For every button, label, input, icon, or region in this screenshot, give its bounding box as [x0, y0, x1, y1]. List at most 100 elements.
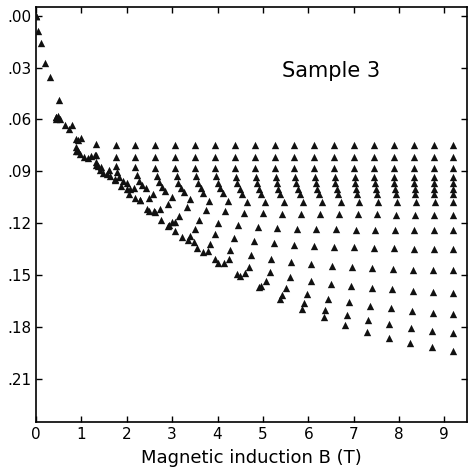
Point: [450, 289, 457, 296]
Point: [330, 154, 338, 161]
Point: [100, 169, 107, 176]
Point: [431, 199, 438, 206]
Point: [273, 180, 280, 187]
Point: [287, 258, 295, 266]
Point: [312, 180, 319, 187]
Point: [150, 207, 158, 214]
Point: [408, 307, 416, 315]
Point: [112, 153, 119, 161]
Point: [291, 164, 298, 172]
Point: [178, 234, 186, 241]
Point: [152, 142, 159, 149]
Point: [157, 217, 165, 224]
Point: [262, 278, 269, 285]
Point: [105, 167, 112, 174]
Point: [92, 161, 100, 168]
X-axis label: Magnetic induction B (T): Magnetic induction B (T): [141, 449, 362, 467]
Point: [374, 211, 381, 219]
Point: [133, 171, 141, 178]
Point: [191, 225, 199, 233]
Point: [236, 272, 243, 279]
Point: [166, 221, 173, 229]
Point: [145, 194, 152, 202]
Point: [374, 199, 382, 206]
Point: [450, 245, 457, 253]
Point: [233, 180, 241, 187]
Point: [172, 164, 179, 172]
Point: [251, 237, 258, 245]
Point: [410, 173, 418, 180]
Point: [310, 142, 318, 149]
Point: [205, 197, 213, 204]
Point: [283, 284, 290, 292]
Point: [389, 265, 396, 273]
Point: [152, 154, 159, 161]
Point: [310, 242, 318, 250]
Point: [72, 147, 80, 155]
Point: [132, 164, 139, 171]
Point: [137, 196, 144, 204]
Point: [390, 245, 398, 252]
Point: [153, 172, 161, 180]
Point: [430, 211, 438, 219]
Point: [152, 164, 159, 172]
Point: [303, 290, 311, 298]
Point: [243, 198, 250, 206]
Point: [193, 245, 201, 252]
Point: [450, 180, 457, 187]
Point: [76, 150, 84, 158]
Point: [412, 199, 419, 206]
Point: [327, 280, 335, 287]
Point: [347, 282, 355, 290]
Point: [313, 185, 321, 192]
Point: [253, 180, 261, 187]
Point: [350, 154, 358, 161]
Point: [257, 283, 265, 290]
Point: [411, 185, 419, 192]
Point: [450, 329, 457, 337]
Point: [430, 154, 438, 161]
Point: [107, 172, 114, 180]
Point: [428, 344, 436, 351]
Point: [211, 164, 219, 172]
Point: [37, 39, 45, 47]
Point: [251, 154, 258, 161]
Point: [450, 310, 457, 318]
Point: [233, 270, 241, 278]
Point: [240, 209, 247, 216]
Point: [271, 142, 278, 149]
Point: [388, 286, 396, 293]
Point: [354, 190, 361, 198]
Point: [161, 187, 169, 194]
Point: [41, 59, 49, 67]
Point: [221, 208, 228, 215]
Point: [410, 164, 418, 172]
Point: [343, 311, 350, 319]
Point: [368, 284, 375, 292]
Point: [116, 173, 123, 181]
Point: [392, 185, 399, 192]
Point: [291, 142, 298, 149]
Point: [278, 210, 286, 218]
Point: [320, 314, 328, 321]
Point: [132, 154, 139, 161]
Point: [390, 164, 398, 172]
Point: [191, 142, 199, 149]
Point: [296, 190, 303, 198]
Point: [271, 239, 278, 247]
Point: [310, 154, 318, 161]
Point: [216, 184, 224, 192]
Point: [199, 248, 207, 255]
Point: [371, 180, 379, 187]
Point: [225, 255, 233, 263]
Point: [130, 185, 138, 192]
Point: [293, 225, 301, 232]
Point: [292, 180, 300, 187]
Point: [138, 181, 146, 188]
Point: [341, 321, 349, 329]
Point: [191, 154, 199, 161]
Point: [391, 173, 398, 180]
Point: [273, 224, 281, 232]
Point: [430, 180, 438, 187]
Point: [164, 222, 172, 230]
